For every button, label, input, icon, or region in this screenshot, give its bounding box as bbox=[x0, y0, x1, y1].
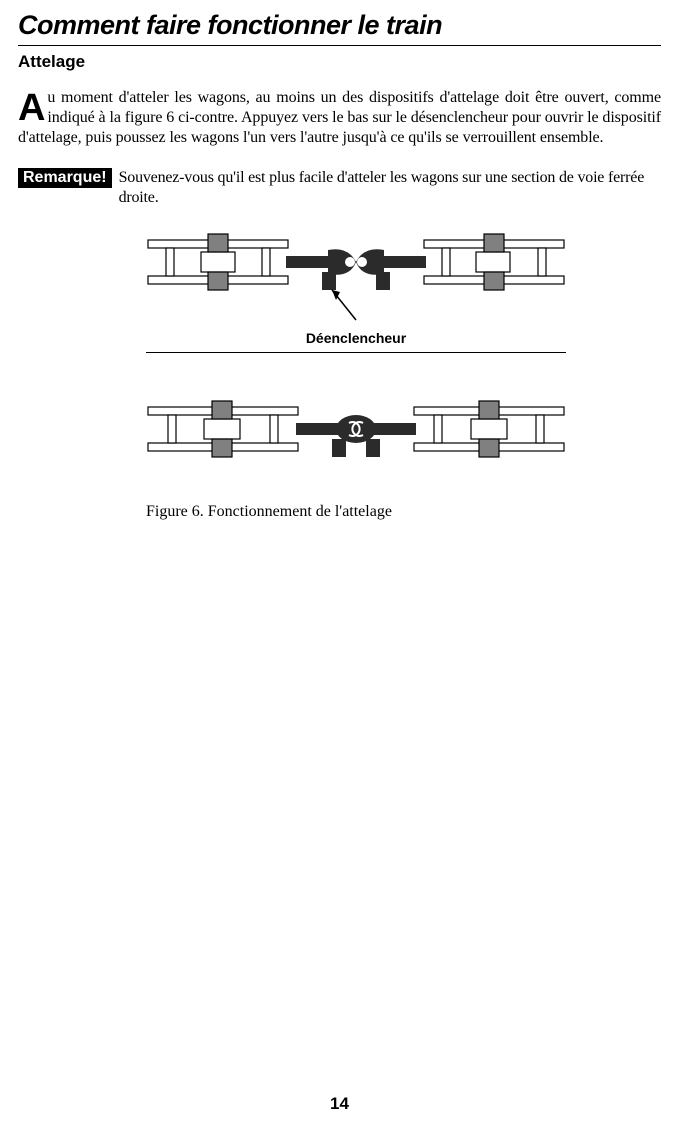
section-heading: Attelage bbox=[18, 52, 661, 72]
coupler-open-diagram bbox=[146, 222, 566, 332]
page-title: Comment faire fonctionner le train bbox=[18, 10, 661, 41]
callout-label: Déenclencheur bbox=[146, 330, 566, 346]
coupler-closed-diagram bbox=[146, 389, 566, 499]
figure-caption: Figure 6. Fonctionnement de l'attelage bbox=[146, 503, 566, 521]
note-text: Souvenez-vous qu'il est plus facile d'at… bbox=[119, 168, 661, 208]
body-paragraph: A u moment d'atteler les wagons, au moin… bbox=[18, 88, 661, 148]
note-block: Remarque! Souvenez-vous qu'il est plus f… bbox=[18, 168, 661, 208]
note-label-box: Remarque! bbox=[18, 168, 112, 188]
drop-cap: A bbox=[18, 88, 47, 124]
page-number: 14 bbox=[0, 1094, 679, 1114]
body-text: u moment d'atteler les wagons, au moins … bbox=[18, 89, 661, 146]
figure-block: Déenclencheur bbox=[146, 222, 566, 521]
figure-divider bbox=[146, 352, 566, 353]
title-rule bbox=[18, 45, 661, 46]
